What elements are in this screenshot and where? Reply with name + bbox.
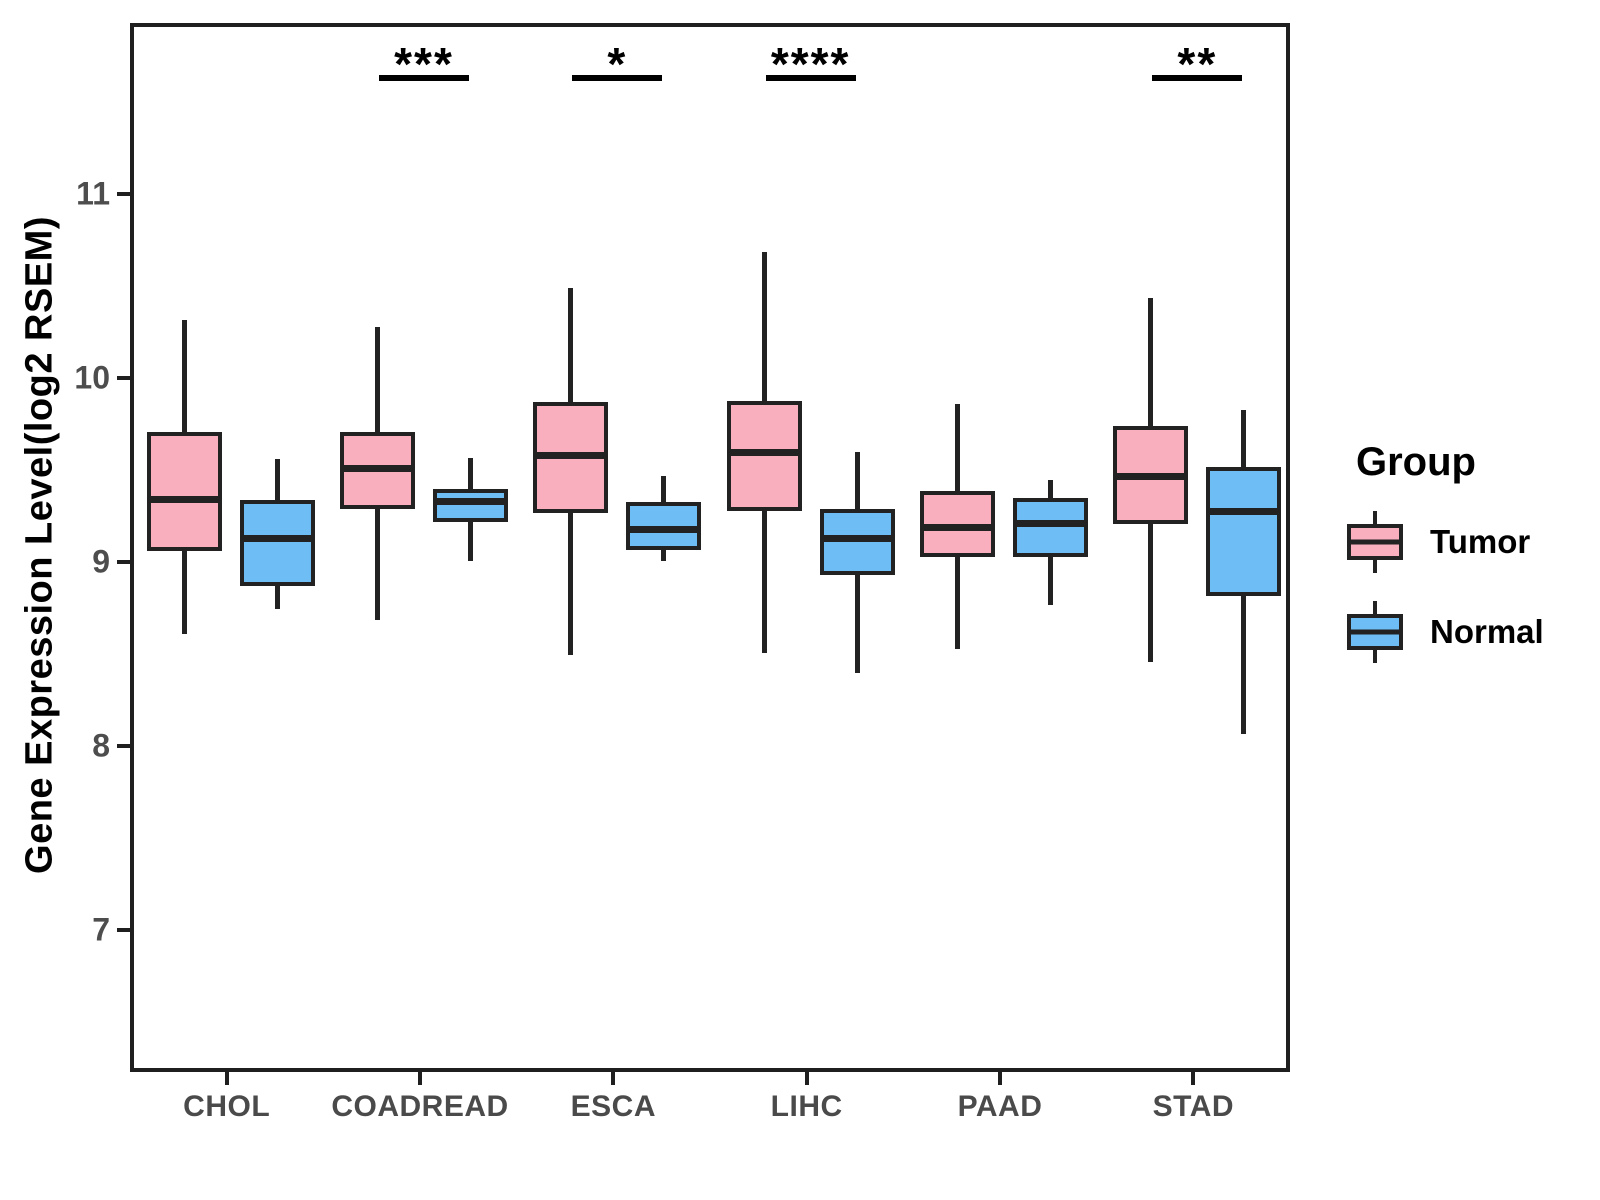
box-tumor-lihc [726, 400, 802, 511]
box-tumor-paad [920, 490, 995, 558]
significance-bar-esca [572, 75, 663, 81]
median-normal-coadread [437, 498, 504, 506]
median-tumor-chol [150, 496, 218, 504]
glyph-median [1347, 539, 1403, 545]
significance-stars-lihc: **** [770, 38, 851, 90]
plot-panel: *** * **** ** [130, 23, 1290, 1072]
legend-label-normal: Normal [1430, 613, 1544, 650]
x-tick-label-lihc: LIHC [770, 1090, 843, 1123]
x-tick-chol [224, 1072, 229, 1085]
x-tick-lihc [804, 1072, 809, 1085]
x-tick-coadread [418, 1072, 422, 1085]
median-normal-esca [630, 525, 698, 533]
x-tick-esca [611, 1072, 616, 1085]
y-tick-8 [117, 744, 130, 749]
tumor-boxplot-glyph-icon [1342, 509, 1408, 575]
y-tick-label-11: 11 [76, 175, 110, 212]
y-tick-7 [117, 928, 130, 933]
box-normal-coadread [433, 488, 508, 523]
legend: Group Tumor Normal [1330, 440, 1580, 665]
legend-title: Group [1356, 440, 1476, 484]
legend-label-tumor: Tumor [1430, 523, 1531, 560]
median-normal-paad [1017, 520, 1084, 528]
median-tumor-coadread [344, 465, 411, 473]
box-normal-lihc [819, 509, 895, 576]
box-normal-esca [626, 501, 702, 550]
median-normal-lihc [823, 535, 891, 543]
glyph-median [1347, 629, 1403, 635]
median-normal-stad [1210, 507, 1278, 515]
significance-stars-coadread: *** [394, 38, 454, 90]
box-normal-chol [239, 499, 315, 587]
significance-bar-stad [1152, 75, 1243, 81]
x-tick-label-stad: STAD [1152, 1090, 1235, 1123]
box-normal-stad [1206, 466, 1282, 596]
median-tumor-stad [1117, 472, 1185, 480]
normal-boxplot-glyph-icon [1342, 599, 1408, 665]
median-tumor-paad [924, 524, 991, 532]
y-tick-11 [117, 192, 130, 197]
legend-item-tumor: Tumor [1330, 509, 1580, 575]
median-tumor-lihc [730, 448, 798, 456]
median-tumor-esca [537, 452, 605, 460]
box-tumor-chol [146, 431, 222, 552]
legend-item-normal: Normal [1330, 599, 1580, 665]
significance-bar-coadread [379, 75, 469, 81]
x-tick-label-paad: PAAD [957, 1090, 1043, 1123]
y-tick-9 [117, 560, 130, 565]
x-tick-label-chol: CHOL [183, 1090, 271, 1123]
box-normal-paad [1013, 498, 1088, 558]
significance-stars-stad: ** [1177, 38, 1218, 90]
y-tick-label-8: 8 [92, 727, 110, 764]
x-tick-label-esca: ESCA [570, 1090, 657, 1123]
y-tick-label-10: 10 [74, 359, 110, 396]
median-normal-chol [243, 535, 311, 543]
x-tick-label-coadread: COADREAD [331, 1090, 509, 1123]
x-tick-paad [998, 1072, 1002, 1085]
significance-stars-esca: * [607, 38, 628, 90]
y-tick-10 [117, 376, 130, 381]
x-tick-stad [1191, 1072, 1196, 1085]
significance-bar-lihc [765, 75, 856, 81]
y-tick-label-7: 7 [92, 911, 110, 948]
y-tick-label-9: 9 [92, 543, 110, 580]
